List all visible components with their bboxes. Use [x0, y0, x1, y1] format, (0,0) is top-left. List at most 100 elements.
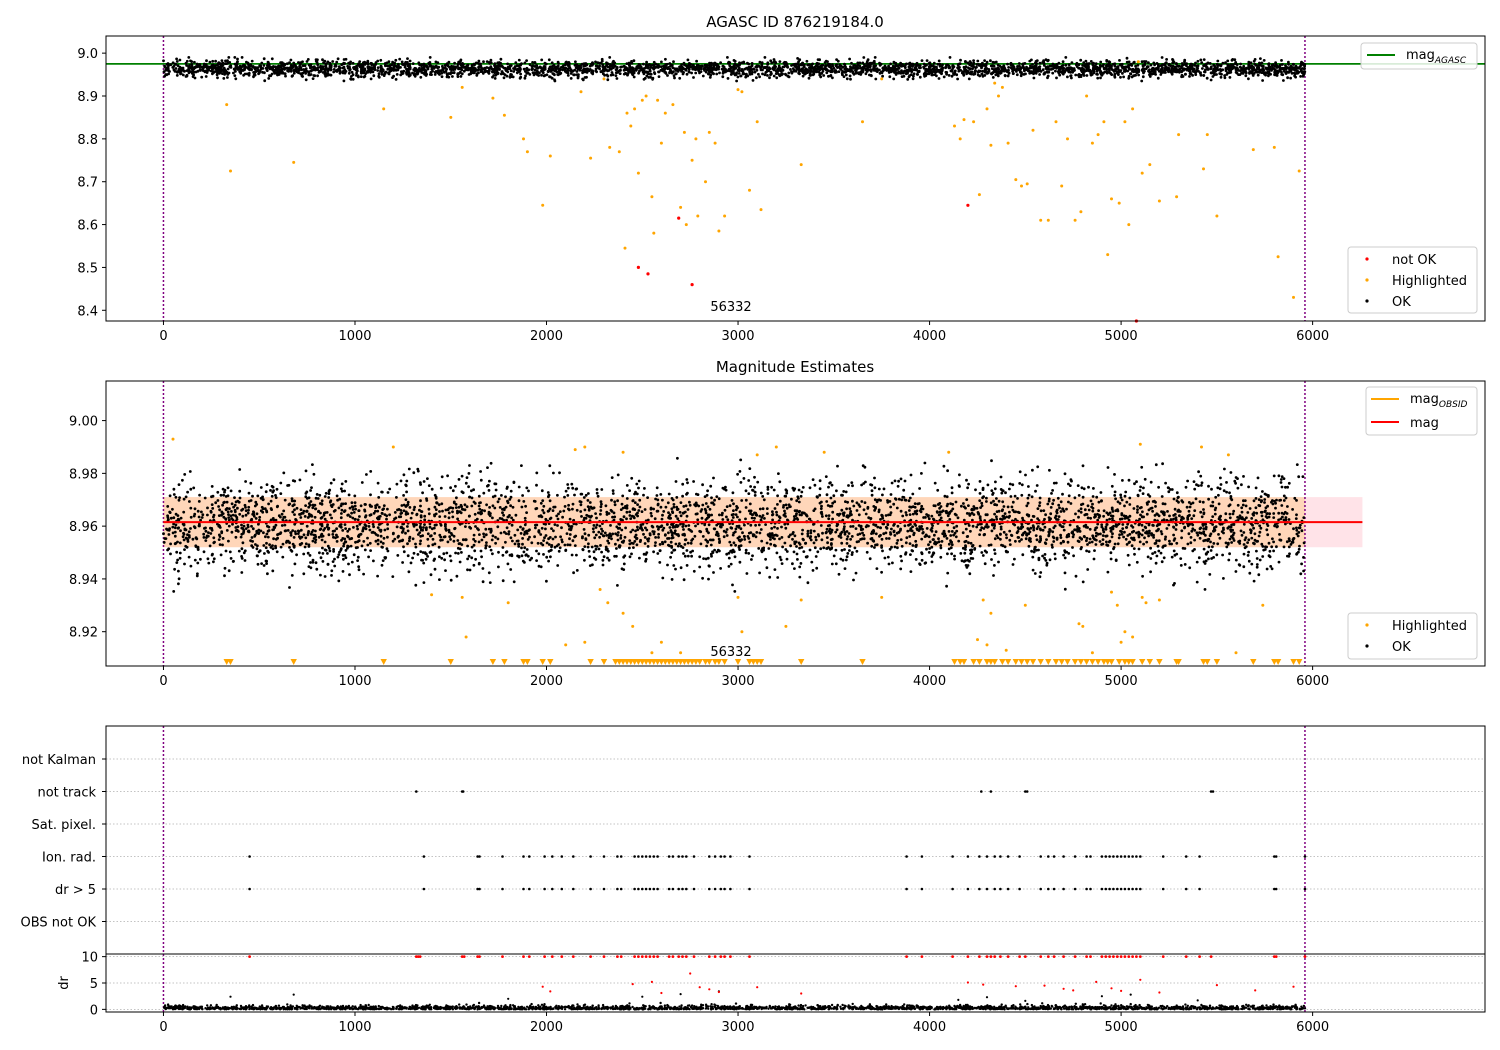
magnitude-ok-point: [286, 529, 290, 532]
agasc-highlighted-point: [1127, 223, 1131, 227]
agasc-ok-point: [525, 66, 529, 70]
agasc-ok-point: [1260, 61, 1264, 65]
magnitude-ok-point: [1229, 525, 1233, 529]
magnitude-ok-point: [534, 507, 538, 511]
magnitude-ok-point: [227, 516, 231, 519]
magnitude-ok-point: [488, 581, 492, 584]
legend-ok: OK: [1392, 295, 1411, 310]
magnitude-ok-point: [177, 577, 181, 581]
magnitude-ok-point: [477, 504, 481, 508]
agasc-ok-point: [796, 57, 799, 60]
magnitude-ok-point: [1008, 487, 1011, 491]
agasc-ok-point: [280, 68, 284, 71]
agasc-ok-point: [447, 72, 451, 75]
agasc-ok-point: [1229, 63, 1233, 67]
agasc-ok-point: [803, 63, 806, 67]
agasc-ok-point: [514, 61, 518, 65]
agasc-ok-point: [722, 68, 726, 72]
agasc-ok-point: [681, 66, 685, 70]
agasc-ok-point: [884, 67, 888, 70]
agasc-ok-point: [768, 76, 771, 80]
agasc-ok-point: [538, 65, 542, 69]
agasc-ok-point: [787, 75, 791, 79]
agasc-ok-point: [187, 56, 191, 59]
agasc-ok-point: [1239, 62, 1242, 66]
agasc-ok-point: [408, 66, 411, 69]
agasc-ok-point: [488, 61, 492, 65]
magnitude-ok-point: [1232, 523, 1236, 526]
magnitude-ok-point: [666, 563, 669, 567]
agasc-ok-point: [599, 70, 603, 74]
magnitude-ok-point: [393, 511, 397, 514]
agasc-ok-point: [918, 64, 922, 67]
agasc-ok-point: [540, 73, 543, 77]
agasc-ok-point: [619, 65, 622, 69]
agasc-ok-point: [1169, 70, 1173, 74]
agasc-ok-point: [680, 63, 683, 67]
agasc-ok-point: [861, 66, 865, 69]
magnitude-ok-point: [558, 546, 562, 550]
magnitude-ok-point: [1242, 475, 1245, 478]
agasc-ok-point: [175, 57, 179, 61]
agasc-ok-point: [1153, 63, 1156, 67]
agasc-ok-point: [1067, 70, 1071, 74]
agasc-ok-point: [967, 77, 971, 81]
agasc-ok-point: [907, 70, 910, 73]
agasc-ok-point: [640, 68, 644, 72]
magnitude-ok-point: [321, 552, 325, 555]
agasc-ok-point: [1285, 66, 1289, 70]
magnitude-ok-point: [1014, 539, 1017, 543]
agasc-ok-point: [517, 58, 521, 62]
magnitude-ok-point: [1167, 523, 1171, 527]
agasc-ok-point: [226, 67, 230, 71]
agasc-ok-point: [637, 65, 641, 69]
agasc-ok-point: [925, 72, 929, 76]
agasc-ok-point: [443, 64, 447, 67]
agasc-ok-point: [1069, 74, 1073, 77]
agasc-ok-point: [419, 75, 423, 79]
agasc-ok-point: [878, 68, 881, 72]
agasc-ok-point: [523, 61, 527, 65]
magnitude-ok-point: [1198, 536, 1202, 540]
agasc-ok-point: [510, 73, 513, 77]
agasc-ok-point: [489, 58, 493, 62]
agasc-ok-point: [522, 67, 526, 71]
agasc-highlighted-point: [977, 193, 981, 197]
agasc-ok-point: [932, 66, 936, 70]
magnitude-ok-point: [965, 498, 969, 501]
agasc-ok-point: [473, 69, 477, 73]
agasc-annotation: 56332: [710, 300, 751, 315]
magnitude-ok-point: [980, 551, 984, 554]
agasc-ok-point: [326, 60, 330, 64]
magnitude-ok-point: [1298, 544, 1301, 548]
agasc-ok-point: [957, 67, 960, 71]
agasc-ok-point: [1001, 69, 1004, 73]
agasc-ok-point: [479, 70, 483, 73]
agasc-ok-point: [651, 63, 655, 67]
agasc-ok-point: [221, 72, 224, 75]
magnitude-ok-point: [1006, 505, 1010, 509]
agasc-highlighted-point: [1039, 218, 1043, 222]
agasc-ok-point: [966, 61, 970, 65]
magnitude-ok-point: [636, 503, 639, 506]
magnitude-ok-point: [303, 545, 307, 549]
magnitude-ok-point: [542, 504, 546, 508]
agasc-ok-point: [601, 72, 605, 76]
agasc-ok-point: [533, 71, 537, 75]
magnitude-ok-point: [1190, 529, 1194, 533]
magnitude-ok-point: [545, 555, 549, 559]
agasc-ok-point: [356, 63, 360, 67]
agasc-ok-point: [551, 67, 555, 71]
agasc-ok-point: [651, 76, 655, 80]
agasc-ok-point: [605, 63, 608, 67]
agasc-ok-point: [402, 63, 405, 67]
agasc-ok-point: [1075, 65, 1079, 68]
agasc-ok-point: [399, 73, 403, 77]
magnitude-ok-point: [808, 486, 812, 490]
magnitude-ok-point: [385, 514, 389, 518]
agasc-ok-point: [632, 59, 636, 63]
agasc-ok-point: [323, 68, 327, 72]
magnitude-ok-point: [333, 509, 337, 512]
magnitude-ok-point: [1138, 517, 1141, 521]
